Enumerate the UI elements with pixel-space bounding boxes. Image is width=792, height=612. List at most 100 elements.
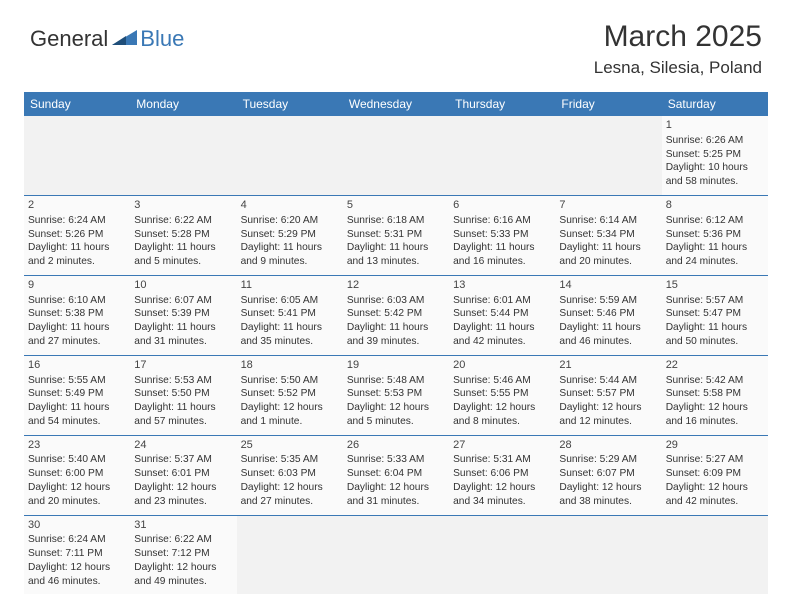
day-number: 27 <box>453 438 551 453</box>
daylight-text: Daylight: 11 hours and 42 minutes. <box>453 321 551 349</box>
daylight-text: Daylight: 12 hours and 46 minutes. <box>28 561 126 589</box>
daylight-text: Daylight: 12 hours and 34 minutes. <box>453 481 551 509</box>
day-number: 24 <box>134 438 232 453</box>
calendar-week: 2Sunrise: 6:24 AMSunset: 5:26 PMDaylight… <box>24 195 768 275</box>
day-number: 18 <box>241 358 339 373</box>
sunrise-text: Sunrise: 5:57 AM <box>666 294 764 308</box>
sunrise-text: Sunrise: 6:14 AM <box>559 214 657 228</box>
daylight-text: Daylight: 10 hours and 58 minutes. <box>666 161 764 189</box>
daylight-text: Daylight: 12 hours and 5 minutes. <box>347 401 445 429</box>
calendar-cell: 22Sunrise: 5:42 AMSunset: 5:58 PMDayligh… <box>662 355 768 435</box>
calendar-cell: 11Sunrise: 6:05 AMSunset: 5:41 PMDayligh… <box>237 275 343 355</box>
daylight-text: Daylight: 12 hours and 1 minute. <box>241 401 339 429</box>
title-block: March 2025 Lesna, Silesia, Poland <box>594 20 762 78</box>
calendar-cell: 6Sunrise: 6:16 AMSunset: 5:33 PMDaylight… <box>449 195 555 275</box>
sunrise-text: Sunrise: 5:44 AM <box>559 374 657 388</box>
calendar-cell-blank <box>130 116 236 195</box>
calendar-cell: 19Sunrise: 5:48 AMSunset: 5:53 PMDayligh… <box>343 355 449 435</box>
sunrise-text: Sunrise: 6:18 AM <box>347 214 445 228</box>
calendar-cell-blank <box>449 515 555 594</box>
day-header: Monday <box>130 92 236 116</box>
day-number: 12 <box>347 278 445 293</box>
calendar-cell: 23Sunrise: 5:40 AMSunset: 6:00 PMDayligh… <box>24 435 130 515</box>
sunrise-text: Sunrise: 6:20 AM <box>241 214 339 228</box>
sunset-text: Sunset: 5:38 PM <box>28 307 126 321</box>
daylight-text: Daylight: 12 hours and 20 minutes. <box>28 481 126 509</box>
day-number: 19 <box>347 358 445 373</box>
calendar-cell-blank <box>237 515 343 594</box>
sunset-text: Sunset: 5:28 PM <box>134 228 232 242</box>
day-number: 31 <box>134 518 232 533</box>
daylight-text: Daylight: 11 hours and 27 minutes. <box>28 321 126 349</box>
day-number: 26 <box>347 438 445 453</box>
calendar-cell: 30Sunrise: 6:24 AMSunset: 7:11 PMDayligh… <box>24 515 130 594</box>
sunset-text: Sunset: 6:06 PM <box>453 467 551 481</box>
day-number: 23 <box>28 438 126 453</box>
day-number: 10 <box>134 278 232 293</box>
daylight-text: Daylight: 12 hours and 31 minutes. <box>347 481 445 509</box>
day-number: 30 <box>28 518 126 533</box>
calendar-cell-blank <box>449 116 555 195</box>
calendar-cell: 5Sunrise: 6:18 AMSunset: 5:31 PMDaylight… <box>343 195 449 275</box>
daylight-text: Daylight: 11 hours and 50 minutes. <box>666 321 764 349</box>
calendar-week: 9Sunrise: 6:10 AMSunset: 5:38 PMDaylight… <box>24 275 768 355</box>
daylight-text: Daylight: 11 hours and 20 minutes. <box>559 241 657 269</box>
calendar-cell: 17Sunrise: 5:53 AMSunset: 5:50 PMDayligh… <box>130 355 236 435</box>
sunrise-text: Sunrise: 6:24 AM <box>28 533 126 547</box>
sunset-text: Sunset: 5:53 PM <box>347 387 445 401</box>
sunset-text: Sunset: 5:49 PM <box>28 387 126 401</box>
sunrise-text: Sunrise: 5:53 AM <box>134 374 232 388</box>
calendar-cell: 24Sunrise: 5:37 AMSunset: 6:01 PMDayligh… <box>130 435 236 515</box>
daylight-text: Daylight: 11 hours and 24 minutes. <box>666 241 764 269</box>
sunset-text: Sunset: 5:47 PM <box>666 307 764 321</box>
sunrise-text: Sunrise: 6:03 AM <box>347 294 445 308</box>
day-header: Wednesday <box>343 92 449 116</box>
calendar-cell-blank <box>24 116 130 195</box>
day-number: 16 <box>28 358 126 373</box>
daylight-text: Daylight: 12 hours and 12 minutes. <box>559 401 657 429</box>
sunrise-text: Sunrise: 5:33 AM <box>347 453 445 467</box>
sunset-text: Sunset: 5:46 PM <box>559 307 657 321</box>
daylight-text: Daylight: 12 hours and 16 minutes. <box>666 401 764 429</box>
day-number: 7 <box>559 198 657 213</box>
calendar-week: 16Sunrise: 5:55 AMSunset: 5:49 PMDayligh… <box>24 355 768 435</box>
day-number: 11 <box>241 278 339 293</box>
sunset-text: Sunset: 6:00 PM <box>28 467 126 481</box>
day-number: 28 <box>559 438 657 453</box>
sunrise-text: Sunrise: 5:42 AM <box>666 374 764 388</box>
calendar-cell: 4Sunrise: 6:20 AMSunset: 5:29 PMDaylight… <box>237 195 343 275</box>
sunrise-text: Sunrise: 6:10 AM <box>28 294 126 308</box>
sunset-text: Sunset: 5:36 PM <box>666 228 764 242</box>
sunrise-text: Sunrise: 6:12 AM <box>666 214 764 228</box>
sunset-text: Sunset: 5:50 PM <box>134 387 232 401</box>
daylight-text: Daylight: 11 hours and 31 minutes. <box>134 321 232 349</box>
day-number: 14 <box>559 278 657 293</box>
daylight-text: Daylight: 11 hours and 54 minutes. <box>28 401 126 429</box>
sunset-text: Sunset: 5:52 PM <box>241 387 339 401</box>
sunrise-text: Sunrise: 5:40 AM <box>28 453 126 467</box>
day-number: 2 <box>28 198 126 213</box>
sunrise-text: Sunrise: 6:24 AM <box>28 214 126 228</box>
daylight-text: Daylight: 12 hours and 27 minutes. <box>241 481 339 509</box>
calendar-cell: 15Sunrise: 5:57 AMSunset: 5:47 PMDayligh… <box>662 275 768 355</box>
calendar-cell-blank <box>555 116 661 195</box>
sunset-text: Sunset: 5:42 PM <box>347 307 445 321</box>
sunset-text: Sunset: 5:41 PM <box>241 307 339 321</box>
logo-triangle-icon <box>112 28 138 51</box>
day-number: 21 <box>559 358 657 373</box>
day-header: Sunday <box>24 92 130 116</box>
calendar-cell: 13Sunrise: 6:01 AMSunset: 5:44 PMDayligh… <box>449 275 555 355</box>
calendar-week: 1Sunrise: 6:26 AMSunset: 5:25 PMDaylight… <box>24 116 768 195</box>
day-header: Tuesday <box>237 92 343 116</box>
sunrise-text: Sunrise: 5:31 AM <box>453 453 551 467</box>
day-number: 13 <box>453 278 551 293</box>
sunrise-text: Sunrise: 5:29 AM <box>559 453 657 467</box>
sunset-text: Sunset: 5:31 PM <box>347 228 445 242</box>
calendar-cell: 10Sunrise: 6:07 AMSunset: 5:39 PMDayligh… <box>130 275 236 355</box>
day-number: 22 <box>666 358 764 373</box>
day-number: 15 <box>666 278 764 293</box>
day-number: 3 <box>134 198 232 213</box>
calendar-cell: 27Sunrise: 5:31 AMSunset: 6:06 PMDayligh… <box>449 435 555 515</box>
calendar-cell: 26Sunrise: 5:33 AMSunset: 6:04 PMDayligh… <box>343 435 449 515</box>
calendar-cell: 12Sunrise: 6:03 AMSunset: 5:42 PMDayligh… <box>343 275 449 355</box>
